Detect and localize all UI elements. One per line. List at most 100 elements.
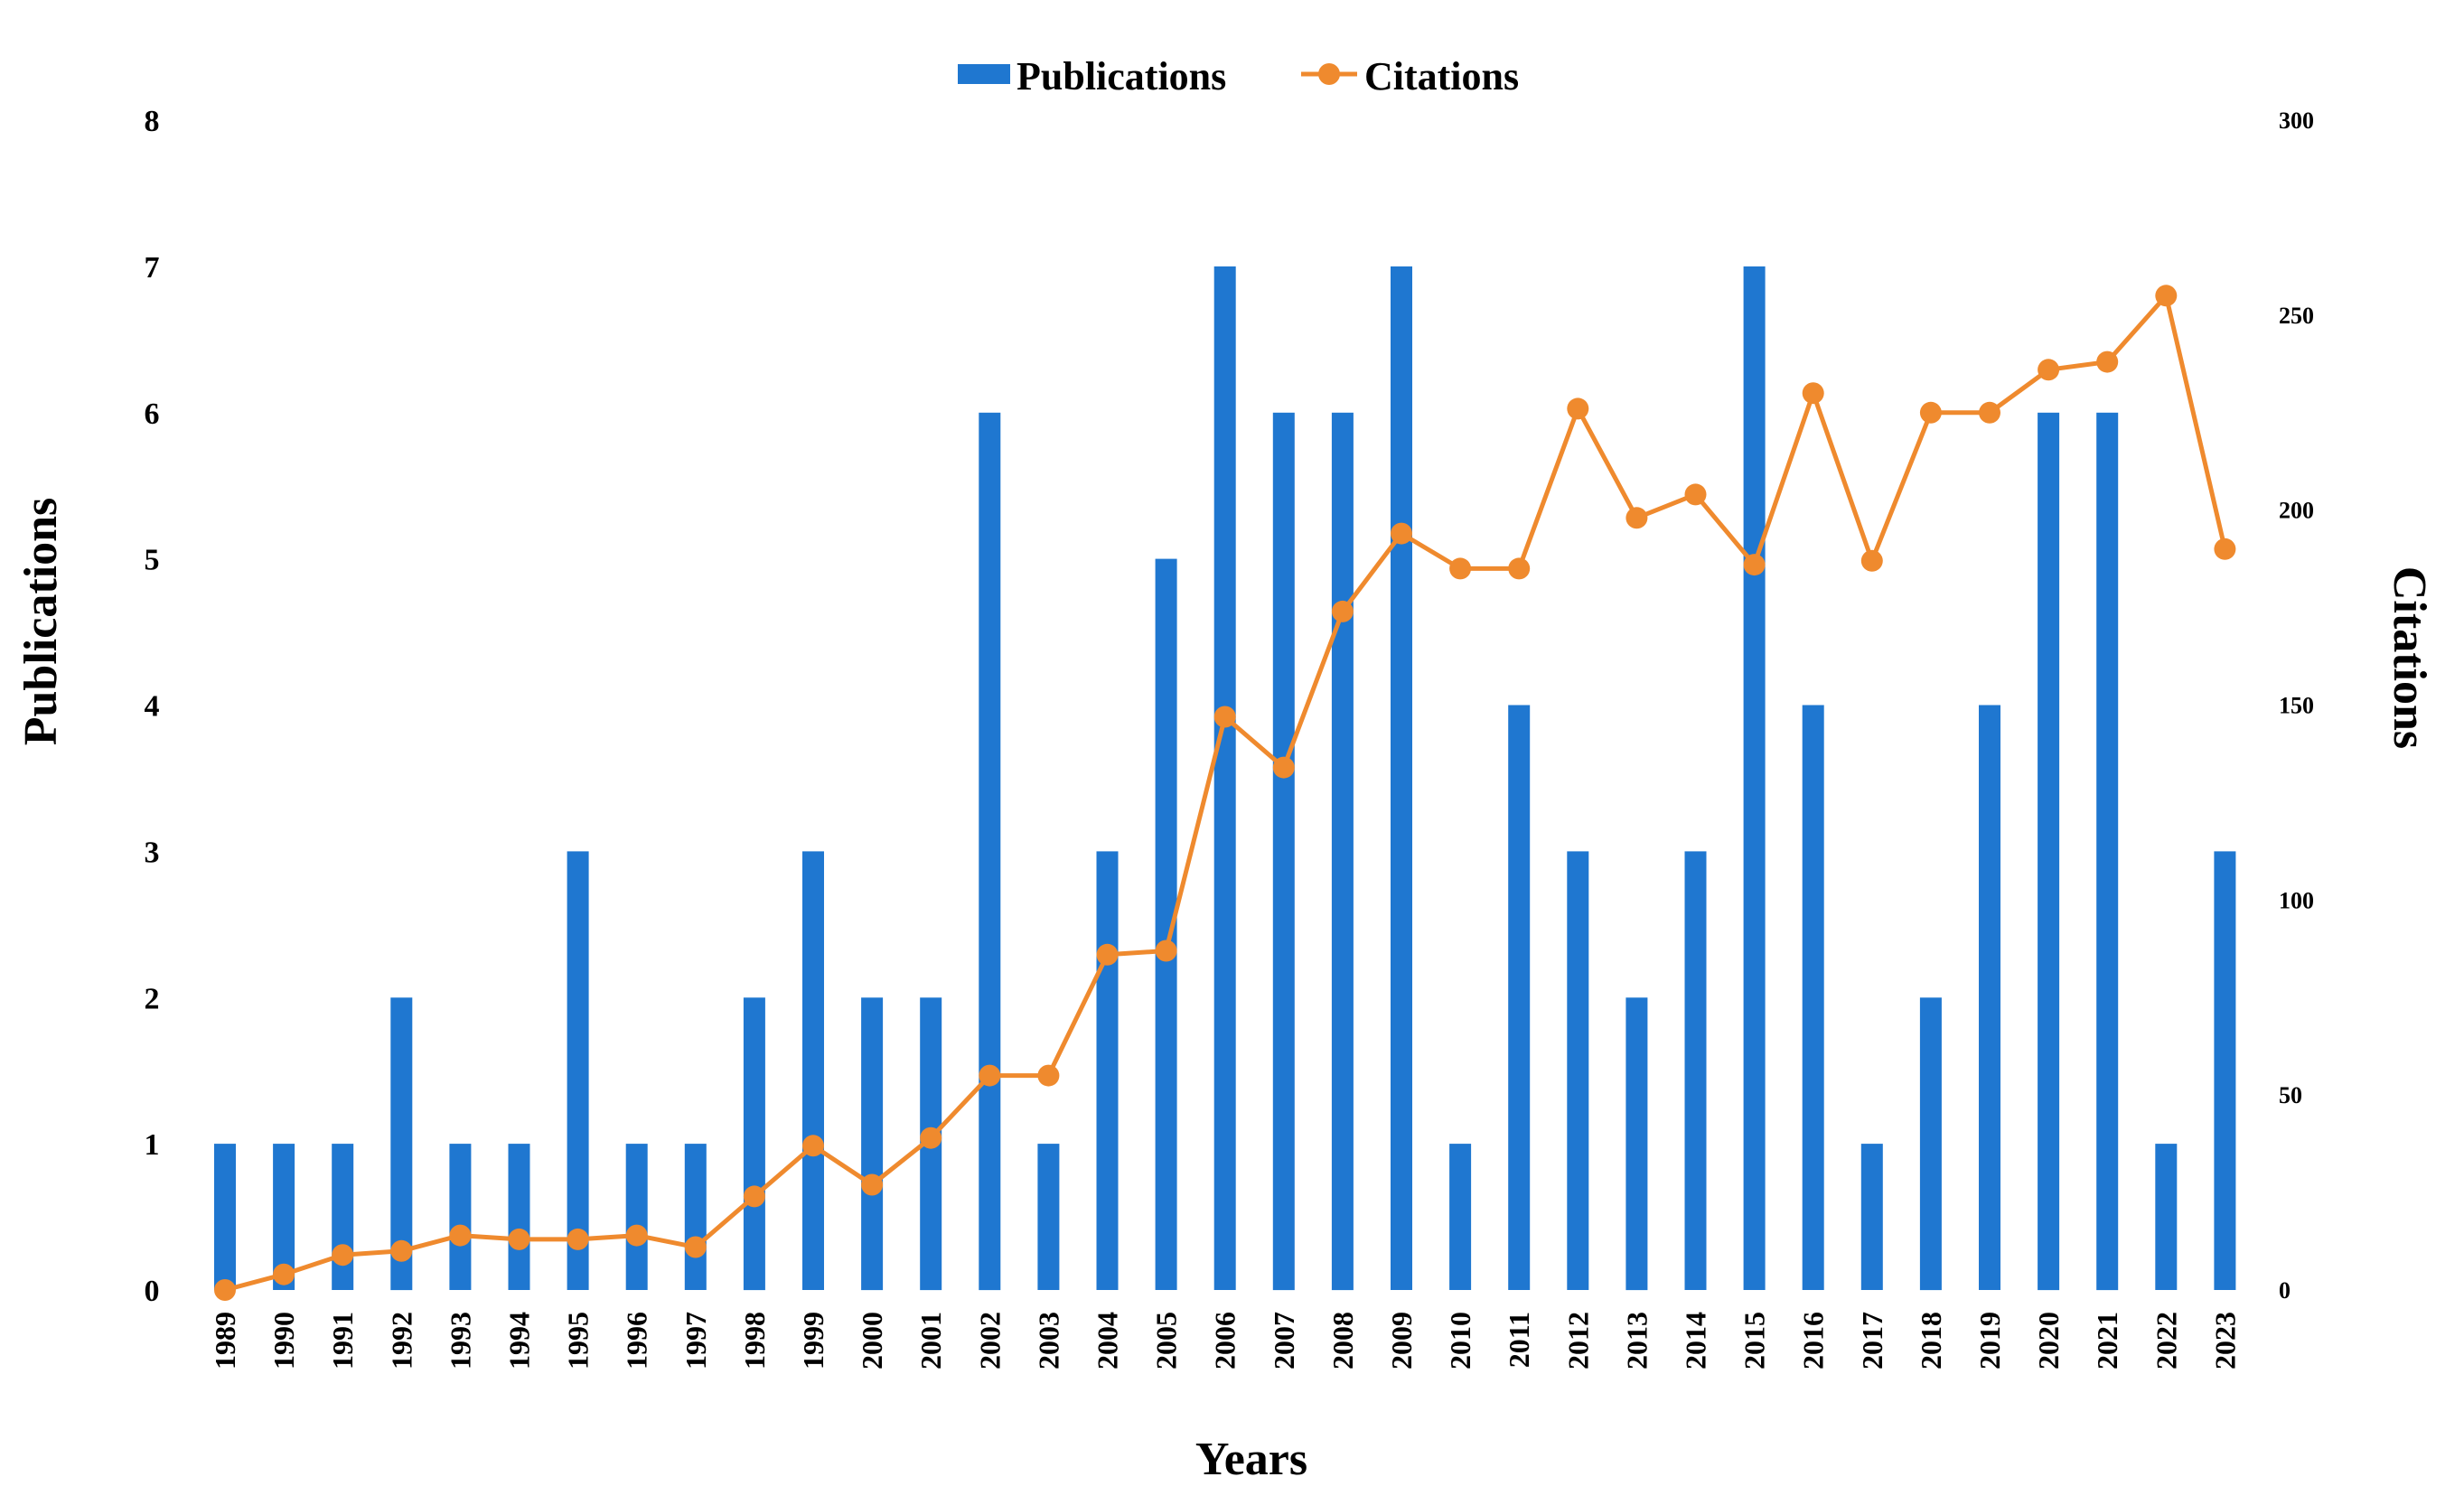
point-citations-1992 — [390, 1239, 413, 1262]
x-tick-label: 2014 — [1680, 1312, 1712, 1369]
point-citations-2022 — [2155, 285, 2178, 307]
left-tick-label: 5 — [145, 544, 160, 577]
right-tick-label: 150 — [2279, 693, 2314, 719]
point-citations-2017 — [1860, 549, 1883, 572]
left-tick-label: 3 — [145, 836, 160, 869]
bar-publications-1996 — [625, 1144, 648, 1290]
x-axis-title: Years — [1195, 1434, 1307, 1485]
point-citations-1994 — [508, 1228, 530, 1250]
right-tick-label: 300 — [2279, 108, 2314, 134]
bar-publications-2002 — [979, 412, 1001, 1291]
bar-publications-2011 — [1508, 705, 1531, 1290]
bar-publications-2023 — [2214, 851, 2236, 1290]
bar-publications-2004 — [1096, 851, 1119, 1290]
x-tick-label: 2003 — [1032, 1312, 1064, 1369]
x-tick-label: 2009 — [1385, 1312, 1418, 1369]
point-citations-2019 — [1979, 401, 2000, 424]
y-axis-title-right: Citations — [2384, 566, 2435, 749]
citations-series — [214, 285, 2236, 1301]
right-tick-label: 0 — [2279, 1277, 2291, 1304]
point-citations-1989 — [214, 1279, 236, 1301]
point-citations-2016 — [1802, 382, 1824, 405]
bar-publications-2013 — [1625, 997, 1648, 1291]
bar-publications-2000 — [861, 997, 884, 1291]
bar-publications-2008 — [1331, 412, 1354, 1291]
bar-publications-2018 — [1919, 997, 1942, 1291]
point-citations-2001 — [920, 1126, 942, 1149]
bar-publications-2021 — [2096, 412, 2119, 1291]
x-tick-label: 1994 — [503, 1312, 536, 1369]
x-tick-label: 1989 — [209, 1312, 241, 1369]
bar-publications-2020 — [2038, 412, 2060, 1291]
bar-publications-2006 — [1213, 266, 1236, 1290]
x-tick-label: 2016 — [1797, 1312, 1830, 1369]
left-tick-label: 4 — [145, 690, 160, 724]
legend-citations-label: Citations — [1364, 54, 1519, 98]
bar-publications-1991 — [332, 1144, 354, 1290]
x-tick-label: 2020 — [2032, 1312, 2065, 1369]
point-citations-1995 — [567, 1228, 589, 1250]
x-tick-label: 2008 — [1326, 1312, 1359, 1369]
x-tick-label: 2015 — [1738, 1312, 1771, 1369]
left-tick-label: 1 — [145, 1128, 160, 1162]
point-citations-2011 — [1508, 557, 1531, 580]
point-citations-2009 — [1391, 522, 1412, 545]
point-citations-1998 — [743, 1185, 765, 1208]
bar-publications-2016 — [1802, 705, 1824, 1290]
point-citations-1996 — [625, 1224, 648, 1247]
left-tick-label: 0 — [145, 1275, 160, 1308]
x-tick-label: 2023 — [2208, 1312, 2241, 1369]
point-citations-1997 — [684, 1236, 707, 1258]
bar-publications-2003 — [1037, 1144, 1060, 1290]
legend-publications-swatch — [958, 64, 1010, 84]
x-tick-label: 2004 — [1091, 1312, 1124, 1369]
point-citations-2014 — [1684, 483, 1707, 506]
point-citations-2020 — [2038, 359, 2060, 381]
point-citations-2012 — [1567, 397, 1589, 420]
right-tick-label: 250 — [2279, 303, 2314, 329]
y-axis-title-left: Publications — [15, 498, 67, 746]
left-tick-label: 6 — [145, 397, 160, 431]
point-citations-2018 — [1919, 401, 1942, 424]
bar-publications-2019 — [1979, 705, 2000, 1290]
x-tick-label: 2007 — [1268, 1312, 1300, 1369]
x-tick-label: 2012 — [1561, 1312, 1594, 1369]
point-citations-2008 — [1331, 600, 1354, 622]
bar-publications-2015 — [1743, 266, 1766, 1290]
x-axis-ticks: 1989 1990 1991 1992 1993 1994 1995 1996 1997 1998… — [209, 1312, 2241, 1369]
left-tick-label: 2 — [145, 982, 160, 1015]
x-tick-label: 1997 — [679, 1312, 712, 1369]
x-tick-label: 1999 — [797, 1312, 829, 1369]
bar-publications-2017 — [1860, 1144, 1883, 1290]
x-tick-label: 2011 — [1503, 1312, 1535, 1368]
point-citations-2000 — [861, 1173, 884, 1196]
x-tick-label: 1992 — [385, 1312, 417, 1369]
left-tick-label: 7 — [145, 251, 160, 285]
x-tick-label: 2002 — [973, 1312, 1006, 1369]
x-tick-label: 2018 — [1915, 1312, 1947, 1369]
legend: Publications Citations — [958, 54, 1519, 98]
bar-publications-2010 — [1449, 1144, 1472, 1290]
bar-publications-2009 — [1391, 266, 1412, 1290]
bar-publications-1993 — [449, 1144, 472, 1290]
point-citations-2007 — [1272, 756, 1295, 779]
bar-publications-1998 — [743, 997, 765, 1291]
point-citations-2023 — [2214, 538, 2236, 560]
right-tick-label: 100 — [2279, 887, 2314, 913]
right-tick-label: 50 — [2279, 1082, 2302, 1108]
bar-publications-1989 — [214, 1144, 236, 1290]
bar-publications-2022 — [2155, 1144, 2178, 1290]
x-tick-label: 2010 — [1444, 1312, 1476, 1369]
bar-publications-1997 — [684, 1144, 707, 1290]
right-axis-ticks: 0 50 100 150 200 250 300 — [2279, 108, 2314, 1304]
point-citations-2004 — [1096, 943, 1119, 966]
point-citations-1999 — [802, 1135, 824, 1157]
bar-publications-2012 — [1567, 851, 1589, 1290]
point-citations-2015 — [1743, 554, 1766, 576]
x-tick-label: 2001 — [914, 1312, 947, 1369]
point-citations-2006 — [1213, 706, 1236, 728]
left-axis-ticks: 0 1 2 3 4 5 6 7 8 — [145, 105, 160, 1308]
x-tick-label: 2013 — [1620, 1312, 1653, 1369]
bar-publications-2014 — [1684, 851, 1707, 1290]
